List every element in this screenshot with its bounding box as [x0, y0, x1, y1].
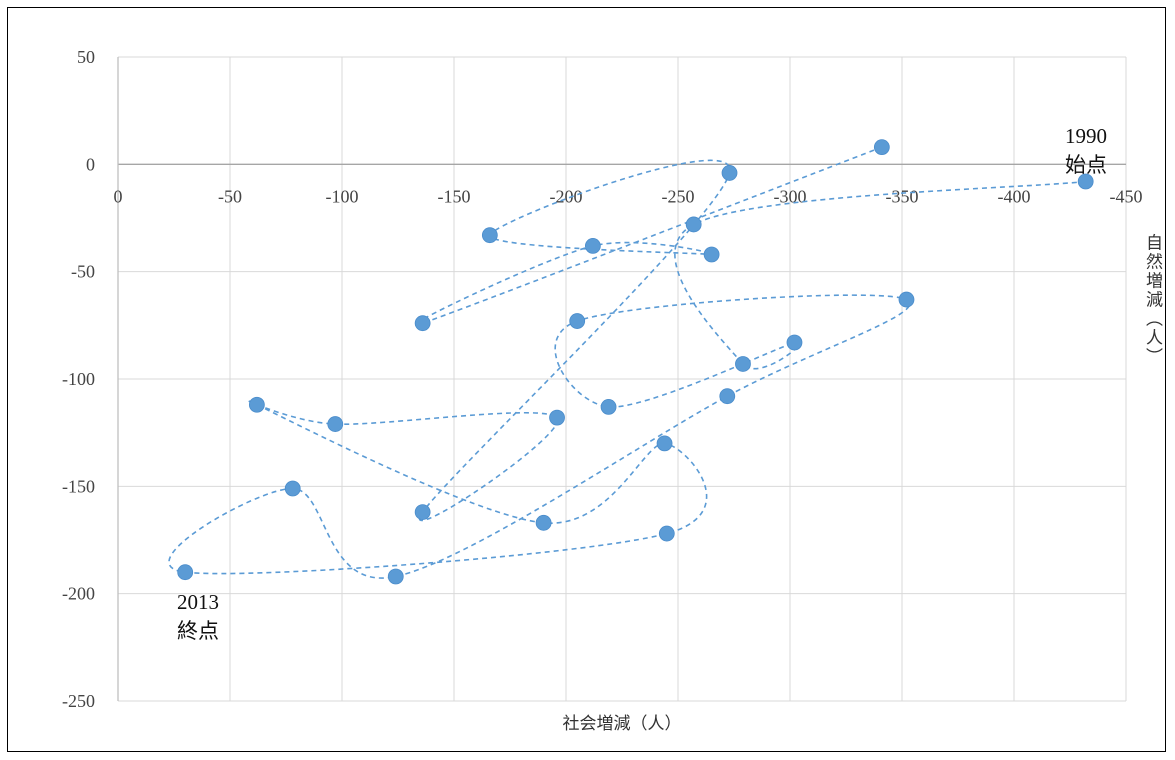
x-tick-label: 0	[114, 186, 123, 206]
start-year-label: 1990	[1065, 124, 1107, 148]
data-point	[898, 291, 915, 308]
x-tick-label: -50	[218, 186, 242, 206]
x-tick-label: -400	[998, 186, 1031, 206]
data-point	[703, 246, 720, 263]
data-point	[658, 525, 675, 542]
y-tick-label: 0	[86, 154, 95, 174]
x-tick-label: -300	[774, 186, 807, 206]
end-year-label: 2013	[177, 590, 219, 614]
data-point	[873, 139, 890, 156]
x-tick-label: -350	[886, 186, 919, 206]
data-point	[656, 435, 673, 452]
dashed-trajectory-line	[168, 146, 1086, 579]
grid-lines	[117, 56, 1127, 702]
x-tick-label: -200	[550, 186, 583, 206]
y-tick-label: -200	[62, 584, 95, 604]
y-tick-labels: 50 0 -50 -100 -150 -200 -250	[62, 47, 95, 711]
x-tick-label: -150	[438, 186, 471, 206]
data-point	[600, 399, 617, 415]
y-tick-label: -150	[62, 476, 95, 496]
data-point	[685, 216, 702, 233]
start-point-label: 始点	[1065, 153, 1107, 177]
x-tick-label: -250	[662, 186, 695, 206]
data-point	[719, 388, 736, 405]
x-tick-labels: 0 -50 -100 -150 -200 -250 -300 -350 -400 -450	[114, 186, 1143, 206]
y-tick-label: -250	[62, 691, 95, 711]
data-point	[387, 568, 404, 585]
x-tick-label: -100	[326, 186, 359, 206]
data-point	[1077, 173, 1094, 190]
data-point	[569, 313, 586, 329]
data-point	[248, 396, 265, 413]
y-axis-label: 自然増減（人）	[1142, 233, 1163, 366]
x-axis-label: 社会増減（人）	[563, 714, 682, 734]
x-tick-label: -450	[1110, 186, 1143, 206]
data-point	[786, 334, 803, 351]
data-point	[481, 227, 498, 244]
data-point	[327, 416, 344, 432]
data-point	[177, 564, 194, 581]
data-point	[721, 165, 738, 181]
data-points	[177, 139, 1094, 585]
data-point	[414, 315, 431, 332]
y-tick-label: -100	[62, 369, 95, 389]
data-point	[735, 356, 751, 372]
data-point	[414, 504, 431, 520]
data-point	[584, 238, 601, 254]
y-tick-label: -50	[71, 262, 95, 282]
data-point	[549, 409, 565, 426]
end-point-label: 終点	[177, 619, 219, 643]
y-tick-label: 50	[77, 47, 95, 67]
data-point	[535, 514, 552, 531]
data-point	[284, 480, 301, 497]
